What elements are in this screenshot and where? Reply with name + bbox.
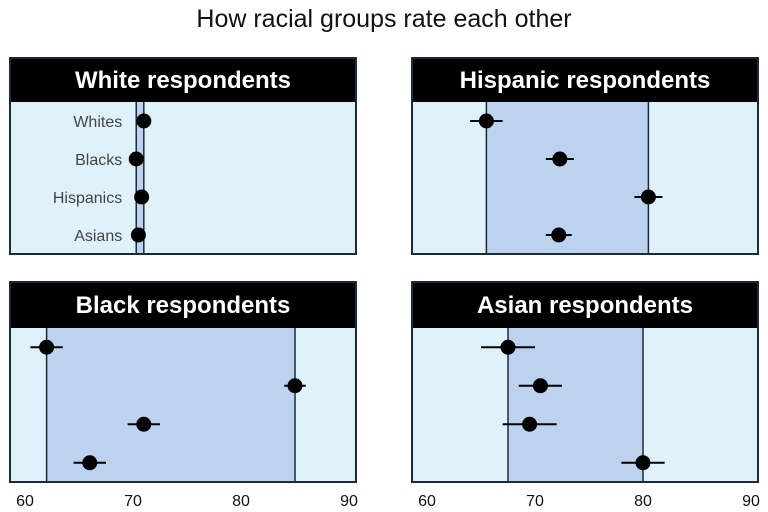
figure-title: How racial groups rate each other: [196, 5, 571, 33]
data-point-hispanics: [522, 416, 538, 432]
plot-background: [10, 102, 356, 254]
category-label-asians: Asians: [74, 228, 122, 245]
x-tick-label-70: 70: [526, 493, 544, 510]
x-tick-label-70: 70: [124, 493, 142, 510]
data-point-whites: [39, 339, 55, 355]
range-band: [486, 102, 649, 254]
x-tick-label-60: 60: [16, 493, 34, 510]
data-point-whites: [478, 113, 494, 129]
data-point-asians: [82, 455, 98, 471]
panel-header: [412, 282, 758, 328]
panel-header: [10, 282, 356, 328]
category-label-blacks: Blacks: [75, 152, 122, 169]
data-point-whites: [136, 113, 152, 129]
range-band: [136, 102, 144, 254]
data-point-blacks: [552, 151, 568, 167]
panel-1: White respondents Whites Blacks Hispanics As…: [9, 57, 357, 255]
panel-header: [10, 58, 356, 102]
panel-title: Hispanic respondents: [460, 67, 711, 94]
category-label-whites: Whites: [73, 114, 122, 131]
panel-3: Black respondents 60 70 80 90: [9, 281, 358, 510]
data-point-whites: [500, 339, 516, 355]
x-tick-label-60: 60: [418, 493, 436, 510]
data-point-asians: [551, 227, 567, 243]
panel-title: Black respondents: [76, 292, 291, 319]
data-point-asians: [130, 227, 146, 243]
data-point-hispanics: [134, 189, 150, 205]
range-band: [508, 328, 643, 482]
panel-border: [411, 281, 759, 483]
panel-header: [412, 58, 758, 102]
data-point-asians: [635, 455, 651, 471]
data-point-blacks: [532, 378, 548, 394]
data-point-blacks: [287, 378, 303, 394]
category-label-hispanics: Hispanics: [53, 190, 122, 207]
x-tick-label-80: 80: [232, 493, 250, 510]
panel-border: [9, 57, 357, 255]
panel-title: White respondents: [75, 67, 291, 94]
panel-border: [9, 281, 357, 483]
panel-border: [411, 57, 759, 255]
panel-4: Asian respondents 60 70 80 90: [411, 281, 760, 510]
panel-2: Hispanic respondents: [411, 57, 759, 255]
panel-title: Asian respondents: [477, 292, 693, 319]
x-tick-label-80: 80: [634, 493, 652, 510]
data-point-hispanics: [136, 416, 152, 432]
data-point-blacks: [128, 151, 144, 167]
x-tick-label-90: 90: [742, 493, 760, 510]
x-tick-label-90: 90: [340, 493, 358, 510]
data-point-hispanics: [640, 189, 656, 205]
